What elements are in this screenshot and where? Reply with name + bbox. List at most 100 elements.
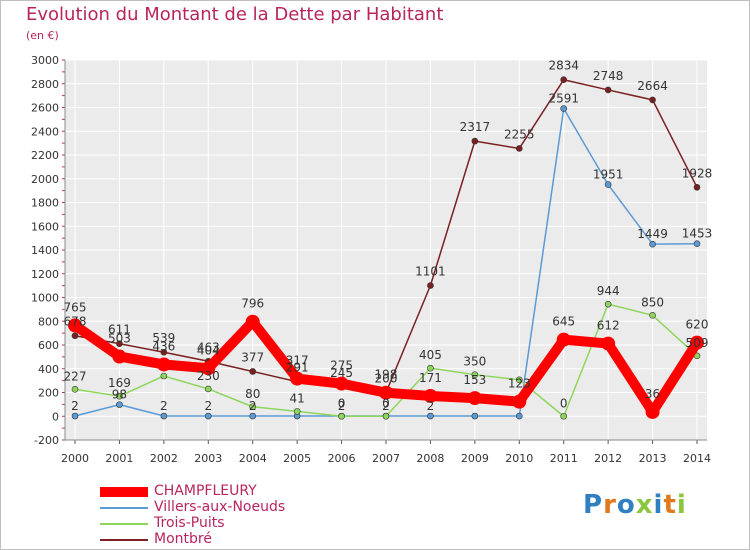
data-label: 1453 <box>682 227 713 241</box>
chart-subtitle: (en €) <box>26 29 59 42</box>
y-tick-label: 3000 <box>31 54 59 67</box>
data-point <box>693 184 701 191</box>
x-tick-label: 2014 <box>683 452 711 465</box>
x-tick-label: 2010 <box>505 452 533 465</box>
data-label: 98 <box>112 388 127 402</box>
data-point <box>68 318 82 333</box>
data-label: 436 <box>152 339 175 353</box>
data-point <box>116 340 123 347</box>
data-point <box>427 282 434 289</box>
data-point <box>427 412 434 420</box>
data-point <box>427 364 434 372</box>
x-tick-label: 2000 <box>61 452 89 465</box>
data-label: 171 <box>419 371 442 385</box>
data-label: 1449 <box>637 227 668 241</box>
data-label: 2 <box>71 399 79 413</box>
logo-letter: i <box>653 490 664 520</box>
data-point <box>560 76 568 84</box>
data-point <box>515 412 523 420</box>
x-tick-label: 2008 <box>416 452 444 465</box>
data-point <box>71 412 79 420</box>
data-label: 765 <box>64 300 87 314</box>
data-label: 80 <box>245 387 260 401</box>
y-tick-label: 2200 <box>31 149 59 162</box>
x-tick-label: 2002 <box>150 452 178 465</box>
legend-label: Villers-aux-Noeuds <box>154 499 286 515</box>
data-point <box>560 105 568 112</box>
data-label: 123 <box>508 377 531 391</box>
proxiti-logo: Proxiti <box>583 490 687 520</box>
x-tick-label: 2012 <box>594 452 622 465</box>
data-point <box>160 372 168 380</box>
data-label: 944 <box>597 284 620 298</box>
logo-letter: r <box>603 490 617 520</box>
data-point <box>649 312 656 319</box>
data-label: 850 <box>641 295 664 309</box>
logo-letter: x <box>635 490 654 520</box>
data-label: 463 <box>197 340 220 354</box>
data-point <box>249 368 257 375</box>
data-label: 291 <box>286 361 309 375</box>
data-point <box>204 412 212 420</box>
data-label: 2 <box>427 399 435 413</box>
y-tick-label: 400 <box>38 363 59 376</box>
data-point <box>645 404 660 419</box>
data-label: 2255 <box>504 127 535 141</box>
data-label: 245 <box>330 366 353 380</box>
data-point <box>471 371 479 378</box>
x-tick-label: 2009 <box>461 452 489 465</box>
data-point <box>560 412 568 420</box>
data-point <box>71 332 79 340</box>
y-tick-label: -200 <box>34 434 59 447</box>
data-point <box>382 412 390 420</box>
data-label: 2317 <box>460 120 491 134</box>
y-tick-label: 2600 <box>31 102 59 115</box>
data-label: 1951 <box>593 168 624 182</box>
data-label: 1928 <box>682 166 713 180</box>
data-point <box>556 332 571 347</box>
y-tick-label: 200 <box>38 387 59 400</box>
data-label: 0 <box>382 396 390 410</box>
data-point <box>245 314 260 329</box>
x-tick-label: 2005 <box>283 452 311 465</box>
data-label: 2834 <box>548 59 579 73</box>
data-point <box>204 385 212 393</box>
data-point <box>116 392 123 400</box>
legend-swatch-champfleury <box>100 487 148 497</box>
data-label: 404 <box>197 343 220 357</box>
chart-title: Evolution du Montant de la Dette par Hab… <box>26 4 444 25</box>
data-point <box>604 181 612 188</box>
logo-letter: i <box>676 490 687 520</box>
data-point <box>471 412 479 420</box>
x-tick-label: 2007 <box>372 452 400 465</box>
data-point <box>693 240 701 248</box>
data-point <box>249 412 257 420</box>
data-label: 169 <box>108 376 131 390</box>
data-label: 0 <box>560 396 568 410</box>
data-point <box>160 348 168 356</box>
legend-label: Montbré <box>154 531 212 547</box>
legend-swatch-trois-puits <box>100 523 148 525</box>
data-point <box>156 357 171 372</box>
y-tick-label: 1400 <box>31 244 59 257</box>
legend-swatch-montbre <box>100 539 148 541</box>
data-label: 2748 <box>593 69 624 83</box>
data-point <box>112 349 127 364</box>
data-point <box>471 137 479 145</box>
data-point <box>515 376 523 384</box>
data-point <box>249 403 257 411</box>
data-label: 377 <box>241 350 264 364</box>
data-label: 41 <box>290 391 305 405</box>
logo-letter: o <box>616 490 636 520</box>
y-tick-label: 1600 <box>31 220 59 233</box>
y-tick-label: 0 <box>52 410 59 423</box>
x-tick-label: 2001 <box>105 452 133 465</box>
data-label: 678 <box>64 315 87 329</box>
data-point <box>604 86 612 94</box>
data-label: 198 <box>375 368 398 382</box>
y-tick-label: 1800 <box>31 197 59 210</box>
data-label: 275 <box>330 359 353 373</box>
legend-label: Trois-Puits <box>154 515 225 531</box>
y-tick-label: 800 <box>38 315 59 328</box>
